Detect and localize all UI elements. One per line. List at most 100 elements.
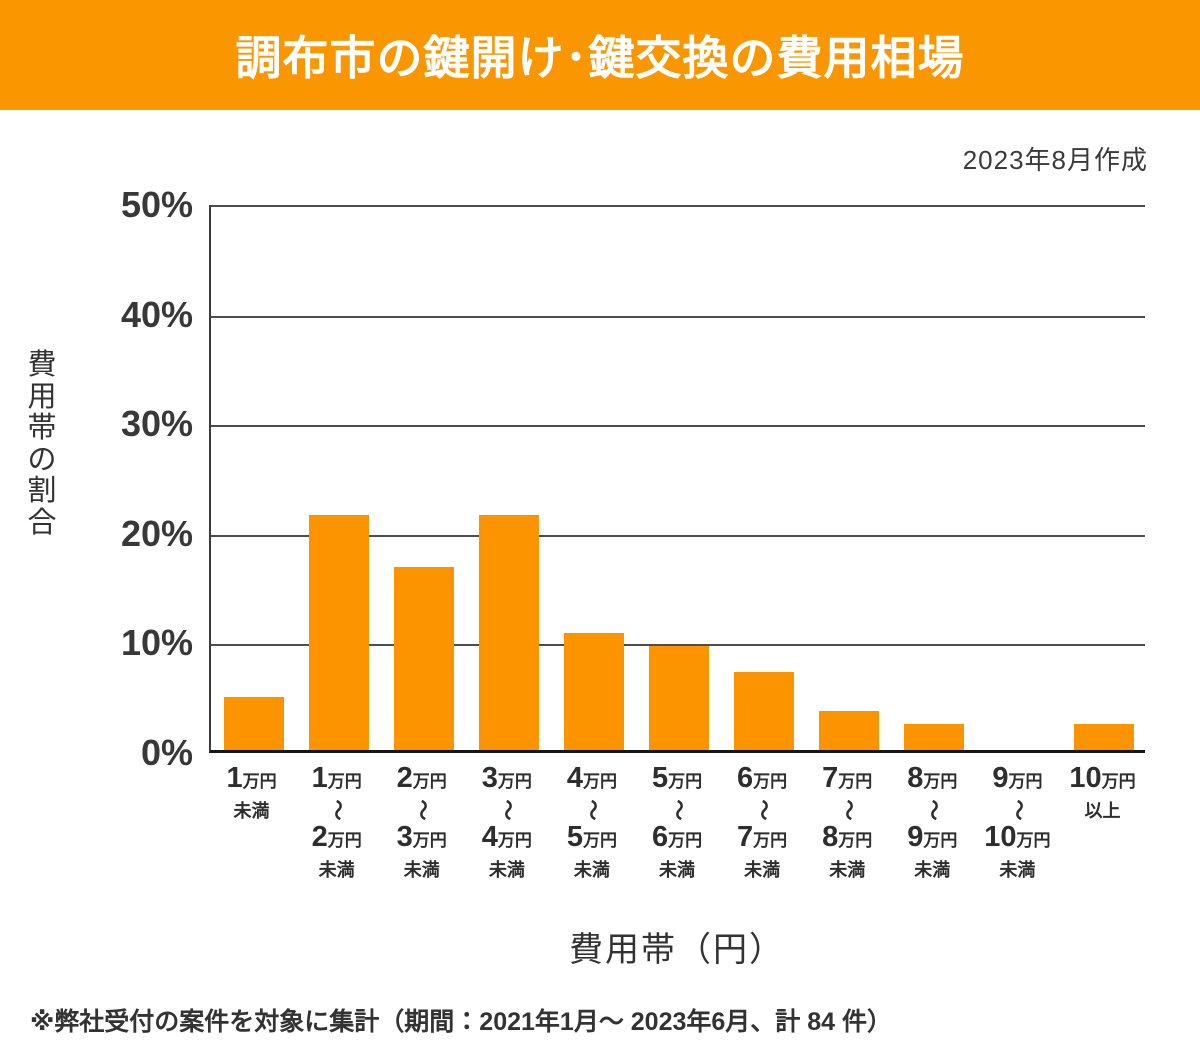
x-axis-title: 費用帯（円）: [569, 931, 785, 969]
x-label-number: 5: [651, 762, 669, 794]
x-label-number: 7: [737, 821, 754, 853]
x-label-unit: 万円: [497, 831, 532, 850]
x-label-line2: 2万円: [312, 822, 362, 857]
wave-dash-icon: 〜: [325, 799, 349, 821]
x-category-label: 3万円〜 4万円 未満: [464, 763, 549, 880]
y-axis-title-char: 合: [27, 506, 57, 539]
x-label-line2: 10万円: [984, 822, 1050, 857]
gridline: [211, 644, 1145, 647]
bar: [819, 710, 880, 750]
x-label-tail: 未満: [318, 860, 355, 880]
x-label-number: 5: [566, 821, 583, 853]
x-label-line1: 8万円: [907, 763, 957, 798]
page-title: 調布市の鍵開け･鍵交換の費用相場: [235, 32, 965, 84]
x-label-number: 8: [907, 762, 924, 794]
x-category-label: 5万円〜 6万円 未満: [634, 763, 719, 880]
x-label-unit: 万円: [1016, 831, 1051, 850]
y-axis-title-char: の: [27, 443, 57, 476]
x-label-tail: 未満: [744, 860, 781, 880]
x-label-number: 1: [311, 762, 328, 794]
x-label-unit: 万円: [412, 831, 447, 850]
x-label-line1: 4万円: [567, 763, 617, 798]
x-label-line1: 3万円: [482, 763, 532, 798]
x-label-number: 9: [907, 821, 924, 853]
x-label-unit: 万円: [412, 772, 447, 791]
x-label-line2: 9万円: [907, 822, 957, 857]
x-label-number: 3: [481, 762, 498, 794]
x-label-tail: 未満: [659, 860, 696, 880]
y-tick-label: 10%: [120, 622, 193, 664]
x-label-tail: 未満: [233, 801, 270, 821]
x-label-unit: 万円: [582, 772, 617, 791]
wave-dash-icon: 〜: [751, 799, 775, 821]
bar: [223, 697, 284, 750]
x-label-line2: 7万円: [737, 822, 787, 857]
wave-dash-icon: 〜: [1006, 799, 1030, 821]
x-label-tail: 未満: [999, 860, 1036, 880]
wave-dash-icon: 〜: [580, 799, 604, 821]
wave-dash-icon: 〜: [410, 799, 434, 821]
x-label-number: 4: [481, 821, 498, 853]
x-label-tail: 未満: [488, 860, 525, 880]
x-label-tail: 以上: [1084, 801, 1121, 821]
x-label-tail: 未満: [573, 860, 610, 880]
x-category-label: 10万円以上: [1060, 763, 1145, 880]
x-label-tail: 未満: [403, 860, 440, 880]
bar: [563, 632, 624, 750]
x-label-unit: 万円: [582, 831, 617, 850]
x-label-unit: 万円: [242, 772, 277, 791]
x-label-line2: 8万円: [822, 822, 872, 857]
bar: [1074, 723, 1135, 750]
x-category-label: 8万円〜 9万円 未満: [890, 763, 975, 880]
wave-dash-icon: 〜: [495, 799, 519, 821]
y-tick-label: 30%: [120, 403, 193, 445]
x-label-line2: 6万円: [652, 822, 702, 857]
x-label-number: 7: [822, 762, 839, 794]
x-label-line1: 9万円: [992, 763, 1042, 798]
x-label-number: 6: [737, 762, 754, 794]
y-axis-title-char: 用: [27, 380, 57, 413]
x-label-unit: 万円: [668, 831, 703, 850]
x-axis-labels: 1万円 未満 1万円〜 2万円 未満 2万円〜 3万円 未満 3万円〜 4万円 未満 4万円〜 5万円未…: [209, 763, 1145, 880]
y-tick-label: 50%: [120, 184, 193, 225]
x-category-label: 7万円〜 8万円 未満: [805, 763, 890, 880]
y-axis-title-char: 費: [27, 349, 57, 381]
bar: [308, 515, 369, 750]
gridline: [211, 315, 1145, 318]
bar: [649, 645, 709, 750]
x-label-number: 6: [651, 821, 669, 853]
x-category-label: 6万円〜 7万円 未満: [720, 763, 805, 880]
x-category-label: 1万円未満: [209, 763, 294, 880]
x-label-line2: 5万円: [567, 822, 617, 857]
x-label-line1: 1万円: [226, 763, 276, 798]
x-label-number: 10: [984, 821, 1017, 853]
bar: [393, 566, 454, 750]
y-axis-title-char: 帯: [27, 412, 57, 444]
y-tick-label: 20%: [120, 512, 193, 554]
x-label-unit: 万円: [1008, 772, 1043, 791]
x-label-line1: 7万円: [822, 763, 872, 798]
x-label-line1: 10万円: [1069, 763, 1135, 798]
x-label-tail: 未満: [829, 860, 866, 880]
y-axis-title-char: 割: [27, 475, 57, 507]
header-banner: 調布市の鍵開け･鍵交換の費用相場: [0, 0, 1200, 110]
x-category-label: 1 万円 〜 2万円未満: [294, 763, 379, 880]
gridline: [211, 534, 1145, 537]
x-label-unit: 万円: [327, 831, 362, 850]
x-label-line2: 4万円: [482, 822, 532, 857]
x-label-number: 10: [1069, 762, 1102, 794]
x-label-line2: 3万円: [397, 822, 447, 857]
bar: [478, 515, 539, 750]
y-tick-label: 40%: [120, 293, 193, 335]
created-date: 2023年8月作成: [962, 145, 1148, 175]
x-category-label: 2万円〜 3万円 未満: [379, 763, 464, 880]
y-tick-label: 0%: [140, 732, 193, 773]
bar: [904, 723, 965, 750]
wave-dash-icon: 〜: [666, 799, 690, 821]
footnote: ※弊社受付の案件を対象に集計（期間：2021年1月～ 2023年6月、計 84 …: [30, 1008, 892, 1036]
x-label-tail: 未満: [914, 860, 951, 880]
x-label-unit: 万円: [668, 772, 703, 791]
x-label-unit: 万円: [497, 772, 532, 791]
x-label-number: 4: [566, 762, 583, 794]
x-label-unit: 万円: [923, 831, 958, 850]
